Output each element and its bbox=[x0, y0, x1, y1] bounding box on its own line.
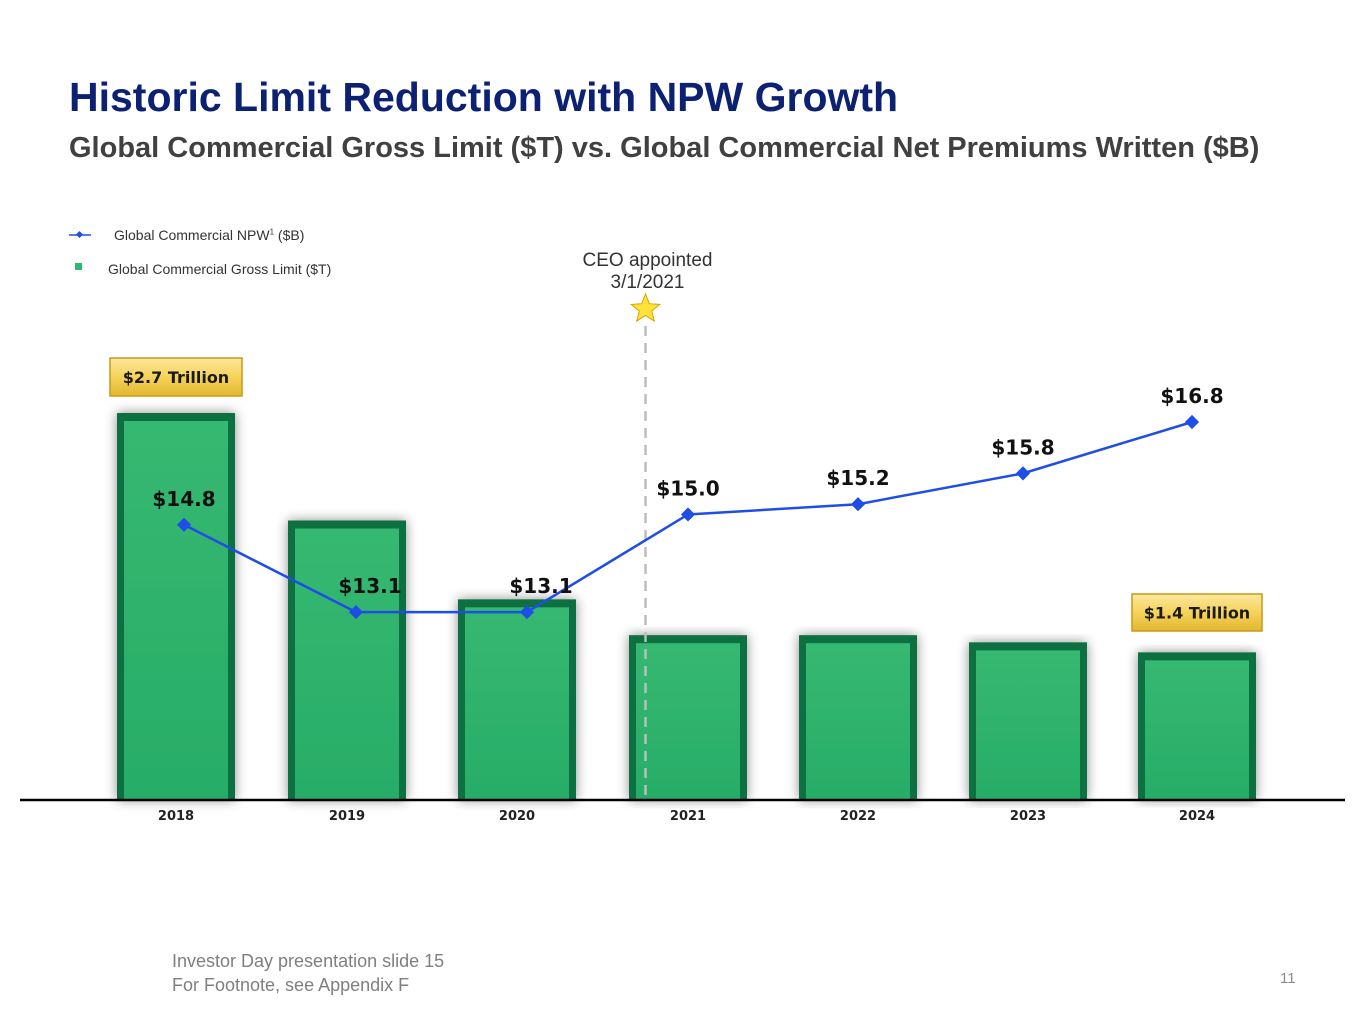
footer-source: Investor Day presentation slide 15 bbox=[172, 951, 445, 971]
npw-data-label-2020: $13.1 bbox=[509, 574, 572, 598]
page-title: Historic Limit Reduction with NPW Growth bbox=[69, 74, 899, 120]
npw-point-2019 bbox=[348, 605, 364, 620]
x-tick-label-2022: 2022 bbox=[840, 809, 876, 824]
npw-point-2022 bbox=[850, 497, 866, 512]
npw-data-label-2018: $14.8 bbox=[152, 487, 215, 511]
limit-bar-face bbox=[295, 528, 399, 800]
npw-point-2020 bbox=[519, 605, 535, 620]
callout-box bbox=[109, 357, 243, 397]
callout-box bbox=[1131, 593, 1263, 632]
npw-data-label-2023: $15.8 bbox=[991, 435, 1054, 459]
page-number: 11 bbox=[1280, 970, 1296, 987]
limit-bar-2022 bbox=[799, 635, 917, 800]
npw-data-label-2024: $16.8 bbox=[1160, 384, 1223, 408]
line-marker-icon bbox=[69, 230, 91, 239]
page-subtitle: Global Commercial Gross Limit ($T) vs. G… bbox=[69, 132, 1260, 164]
limit-bar-2024 bbox=[1138, 652, 1256, 800]
limit-bar-face bbox=[1145, 660, 1249, 800]
legend-label-limit: Global Commercial Gross Limit ($T) bbox=[108, 261, 332, 277]
x-tick-label-2023: 2023 bbox=[1010, 809, 1046, 824]
limit-bar-face bbox=[636, 643, 740, 800]
square-marker-icon bbox=[75, 263, 82, 270]
footer-notes: Investor Day presentation slide 15 For F… bbox=[172, 949, 444, 997]
x-tick-label-2018: 2018 bbox=[158, 809, 194, 824]
npw-data-label-2022: $15.2 bbox=[826, 466, 889, 490]
footer-footnote: For Footnote, see Appendix F bbox=[172, 975, 410, 995]
x-tick-label-2020: 2020 bbox=[499, 809, 535, 824]
star-icon bbox=[629, 292, 662, 323]
limit-bar-face bbox=[465, 607, 569, 800]
npw-data-label-2021: $15.0 bbox=[656, 476, 719, 500]
limit-bar-2019 bbox=[288, 520, 406, 800]
limit-bar-2018 bbox=[117, 413, 235, 800]
limit-bar-face bbox=[806, 643, 910, 800]
callout-2024-limit: $1.4 Trillion bbox=[1131, 593, 1263, 632]
x-tick-label-2019: 2019 bbox=[329, 809, 365, 824]
npw-point-2023 bbox=[1015, 466, 1031, 481]
limit-bar-2020 bbox=[458, 599, 576, 800]
callout-text: $2.7 Trillion bbox=[123, 368, 229, 387]
limit-bar-face bbox=[124, 421, 228, 800]
npw-point-2021 bbox=[680, 507, 696, 522]
callout-2018-limit: $2.7 Trillion bbox=[109, 357, 243, 397]
callout-text: $1.4 Trillion bbox=[1144, 604, 1250, 623]
ceo-annotation-title: CEO appointed bbox=[583, 250, 713, 271]
npw-data-label-2019: $13.1 bbox=[338, 574, 401, 598]
npw-point-2018 bbox=[176, 517, 192, 532]
legend-label-npw: Global Commercial NPW1 ($B) bbox=[114, 227, 305, 243]
npw-point-2024 bbox=[1184, 414, 1200, 430]
x-tick-label-2024: 2024 bbox=[1179, 809, 1215, 824]
limit-bar-2021 bbox=[629, 635, 747, 800]
limit-bar-2023 bbox=[969, 642, 1087, 800]
x-tick-label-2021: 2021 bbox=[670, 809, 706, 824]
limit-bar-face bbox=[976, 650, 1080, 800]
ceo-annotation-date: 3/1/2021 bbox=[611, 272, 685, 293]
